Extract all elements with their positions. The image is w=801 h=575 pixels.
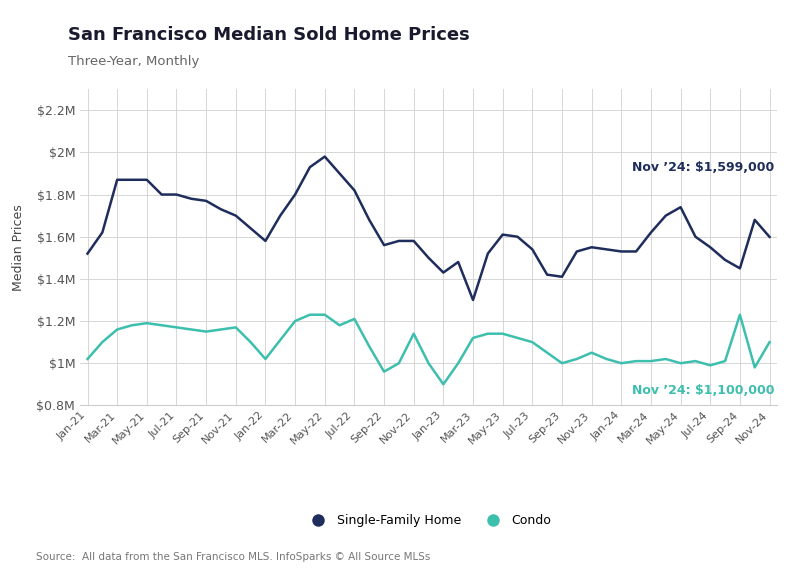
Text: San Francisco Median Sold Home Prices: San Francisco Median Sold Home Prices — [68, 26, 470, 44]
Text: Nov ’24: $1,100,000: Nov ’24: $1,100,000 — [631, 384, 774, 397]
Text: Three-Year, Monthly: Three-Year, Monthly — [68, 55, 199, 68]
Text: Source:  All data from the San Francisco MLS. InfoSparks © All Source MLSs: Source: All data from the San Francisco … — [36, 553, 430, 562]
Y-axis label: Median Prices: Median Prices — [12, 204, 26, 290]
Text: Nov ’24: $1,599,000: Nov ’24: $1,599,000 — [632, 160, 774, 174]
Legend: Single-Family Home, Condo: Single-Family Home, Condo — [301, 509, 556, 532]
